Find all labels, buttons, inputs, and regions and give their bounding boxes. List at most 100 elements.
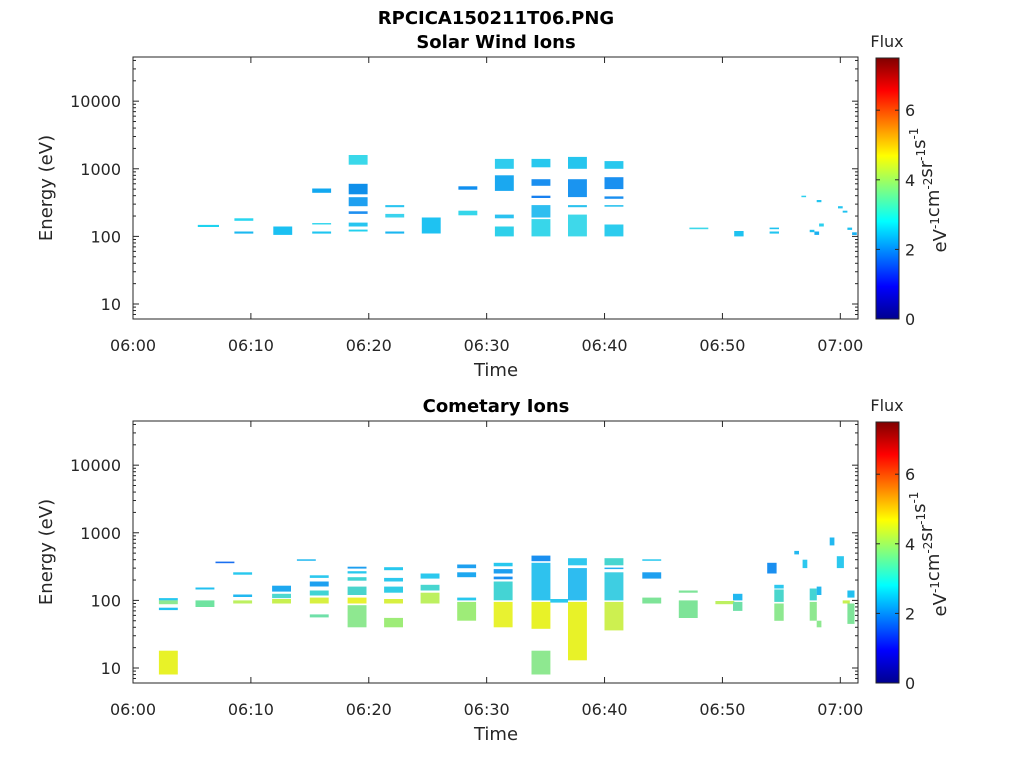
y-tick-label: 1000 xyxy=(80,160,121,179)
colorbar-tick-label: 0 xyxy=(905,310,915,329)
heatmap-cell-6 xyxy=(312,231,332,234)
heatmap-cell-32 xyxy=(604,161,624,169)
heatmap-cell-27 xyxy=(384,586,403,593)
heatmap-cell-24 xyxy=(347,605,367,628)
heatmap-cell-13 xyxy=(296,559,316,561)
x-tick-label: 06:30 xyxy=(464,336,510,355)
heatmap-cell-40 xyxy=(769,227,779,230)
heatmap-cell-22 xyxy=(347,586,367,595)
heatmap-cell-23 xyxy=(347,597,367,604)
heatmap-cell-2 xyxy=(158,607,178,611)
colorbar-unit-cometary: eV-1cm-2sr-1s-1 xyxy=(907,492,951,617)
heatmap-cell-53 xyxy=(604,601,624,631)
colorbar-unit-solar-wind: eV-1cm-2sr-1s-1 xyxy=(907,128,951,253)
unit-base: cm xyxy=(923,554,944,581)
x-tick-label: 06:00 xyxy=(110,700,156,719)
heatmap-cell-68 xyxy=(809,588,817,601)
heatmap-cell-41 xyxy=(493,601,513,628)
y-tick-label: 10 xyxy=(101,659,121,678)
heatmap-cell-65 xyxy=(774,603,784,621)
heatmap-cell-25 xyxy=(384,567,403,571)
heatmap-cell-69 xyxy=(809,601,817,621)
y-tick-label: 10 xyxy=(101,295,121,314)
colorbar-cometary xyxy=(875,421,900,684)
heatmap-cell-27 xyxy=(531,219,551,237)
heatmap-cell-48 xyxy=(847,227,853,230)
heatmap-cell-42 xyxy=(531,555,551,562)
colorbar-tick-label: 0 xyxy=(905,674,915,693)
x-axis-label-cometary: Time xyxy=(473,724,518,745)
heatmap-cell-26 xyxy=(531,205,551,218)
heatmap-cell-5 xyxy=(312,223,332,225)
heatmap-cell-20 xyxy=(347,571,367,574)
unit-base: sr xyxy=(916,160,937,177)
heatmap-cell-7 xyxy=(348,155,368,165)
heatmap-cell-30 xyxy=(420,573,440,579)
heatmap-cell-57 xyxy=(678,590,698,593)
heatmap-cell-10 xyxy=(272,585,291,592)
heatmap-cell-7 xyxy=(233,572,253,575)
unit-exponent: -1 xyxy=(907,492,921,504)
heatmap-cell-43 xyxy=(814,231,820,235)
heatmap-cell-62 xyxy=(767,562,777,574)
heatmap-cell-9 xyxy=(233,600,253,604)
heatmap-cell-44 xyxy=(816,200,822,203)
heatmap-cell-3 xyxy=(273,226,293,235)
heatmap-cell-63 xyxy=(774,584,784,589)
heatmap-cell-31 xyxy=(420,584,440,591)
panel-title-cometary: Cometary Ions xyxy=(423,396,570,417)
panel-title-solar-wind: Solar Wind Ions xyxy=(416,32,575,53)
heatmap-cell-42 xyxy=(809,229,815,233)
heatmap-cell-4 xyxy=(312,188,332,193)
unit-exponent: -1 xyxy=(914,149,928,161)
unit-exponent: -1 xyxy=(928,217,942,229)
heatmap-cell-12 xyxy=(272,599,291,604)
unit-exponent: -2 xyxy=(921,542,935,554)
y-tick-label: 10000 xyxy=(70,92,121,111)
heatmap-cell-55 xyxy=(642,572,662,579)
heatmap-cell-73 xyxy=(836,556,844,569)
colorbar-tick-label: 4 xyxy=(905,171,915,190)
heatmap-cell-58 xyxy=(678,600,698,618)
heatmap-cell-40 xyxy=(493,581,513,601)
panel-solar-wind: Solar Wind Ions 06:00 06:10 06:20 06:30 06:4… xyxy=(36,32,951,381)
heatmap-cell-49 xyxy=(852,232,857,235)
heatmap-cell-47 xyxy=(568,558,587,566)
heatmap-cell-75 xyxy=(847,590,855,598)
heatmap-cell-37 xyxy=(493,562,513,567)
unit-base: eV xyxy=(930,592,951,616)
y-tick-label: 10000 xyxy=(70,456,121,475)
heatmap-cell-34 xyxy=(604,196,624,199)
heatmap-cell-61 xyxy=(733,601,743,611)
x-ticks-solar-wind: 06:00 06:10 06:20 06:30 06:40 06:50 07:00 xyxy=(110,57,863,355)
heatmap-cell-39 xyxy=(493,576,513,580)
heatmap-cell-48 xyxy=(568,568,587,601)
heatmap-cell-32 xyxy=(420,592,440,604)
heatmap-cell-17 xyxy=(309,597,329,604)
heatmap-cell-11 xyxy=(348,222,368,227)
heatmap-cell-46 xyxy=(550,599,568,603)
heatmap-cell-28 xyxy=(384,599,403,604)
heatmap-cell-60 xyxy=(733,593,743,601)
heatmap-cell-56 xyxy=(642,597,662,604)
heatmap-cell-13 xyxy=(385,205,405,208)
x-tick-label: 06:40 xyxy=(581,700,627,719)
heatmap-cell-18 xyxy=(458,210,478,216)
x-tick-label: 06:10 xyxy=(228,700,274,719)
heatmap-cells-solar-wind xyxy=(197,155,857,237)
heatmap-cell-45 xyxy=(819,223,824,227)
x-tick-label: 06:30 xyxy=(464,700,510,719)
heatmap-cell-74 xyxy=(842,600,850,604)
heatmap-cell-8 xyxy=(233,594,253,597)
colorbar-ticks-cometary: 0 2 4 6 xyxy=(876,465,915,693)
heatmap-cell-43 xyxy=(531,562,551,601)
heatmap-cell-59 xyxy=(715,601,735,605)
plot-frame-solar-wind xyxy=(132,56,859,320)
heatmap-cell-70 xyxy=(816,586,822,595)
heatmap-cell-72 xyxy=(829,537,835,546)
heatmap-cell-15 xyxy=(385,231,405,234)
heatmap-cell-19 xyxy=(494,158,514,169)
colorbar-title-cometary: Flux xyxy=(870,396,903,415)
heatmap-cell-25 xyxy=(531,195,551,198)
